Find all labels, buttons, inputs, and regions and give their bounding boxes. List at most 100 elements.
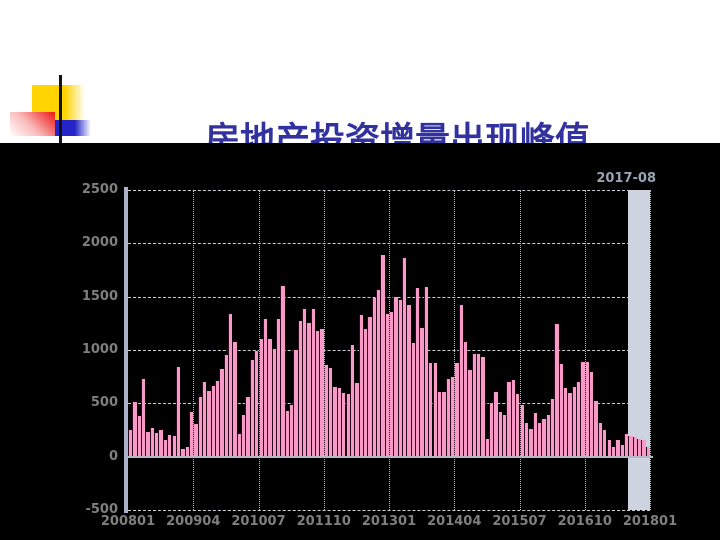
data-bar xyxy=(149,428,155,457)
data-bar xyxy=(558,363,563,457)
data-bar xyxy=(493,392,498,457)
data-bar xyxy=(619,444,624,457)
x-tick-label: 200904 xyxy=(166,514,221,529)
data-bar xyxy=(302,309,307,457)
chart-panel: 2500 2000 1500 1000 500 0 -500 200801 200904 201… xyxy=(0,143,720,540)
logo-red-square xyxy=(10,112,55,136)
data-bar xyxy=(128,430,133,457)
data-bar xyxy=(589,372,594,457)
data-bar xyxy=(632,437,637,457)
y-tick-label: 2000 xyxy=(81,235,118,251)
gridline-vertical xyxy=(584,190,586,510)
data-bar xyxy=(406,305,411,457)
data-bar xyxy=(297,321,302,457)
data-bar xyxy=(188,411,194,457)
data-bar xyxy=(393,296,398,457)
data-bar xyxy=(367,316,372,457)
x-tick-label: 201007 xyxy=(231,514,286,529)
data-bar xyxy=(210,386,215,457)
gridline-vertical xyxy=(323,190,325,510)
data-bar xyxy=(262,319,268,457)
data-bar xyxy=(254,351,259,457)
y-tick-label: 2500 xyxy=(81,182,118,197)
x-tick-label: 200801 xyxy=(100,514,156,529)
data-bar xyxy=(415,288,420,457)
gridline-vertical xyxy=(389,190,390,510)
data-bar xyxy=(476,354,481,457)
data-bar xyxy=(228,313,233,457)
data-bar xyxy=(206,390,211,457)
zero-axis-line xyxy=(128,455,653,458)
data-bar xyxy=(645,447,650,457)
data-bar xyxy=(136,415,142,457)
data-bar xyxy=(336,388,342,457)
data-bar xyxy=(462,342,468,457)
data-bar xyxy=(397,299,403,457)
data-bar xyxy=(441,391,446,457)
data-bar xyxy=(288,405,294,457)
gridline-vertical xyxy=(454,190,456,510)
data-bar xyxy=(215,380,220,457)
plot-area: 2017-08 xyxy=(128,171,656,511)
data-bar xyxy=(162,439,168,457)
data-bar xyxy=(245,396,250,457)
data-bar xyxy=(410,343,416,457)
data-bar xyxy=(241,415,246,457)
data-bar xyxy=(197,396,202,457)
data-bar xyxy=(545,414,550,457)
data-bar xyxy=(489,403,494,457)
data-bar xyxy=(141,378,146,457)
data-bar xyxy=(171,436,176,457)
data-bar xyxy=(523,423,529,457)
data-bar xyxy=(641,439,646,457)
data-bar xyxy=(349,344,355,457)
data-bar xyxy=(132,402,137,457)
data-bar xyxy=(345,394,350,457)
data-bar xyxy=(480,356,485,457)
data-bar xyxy=(280,286,285,457)
data-bar xyxy=(175,367,181,457)
data-bar xyxy=(458,305,463,457)
data-bar xyxy=(510,379,516,457)
data-bar xyxy=(402,258,407,457)
data-bar xyxy=(158,430,163,457)
data-bar xyxy=(571,387,577,457)
data-bar xyxy=(284,410,289,457)
x-tick-label: 201404 xyxy=(427,514,482,529)
data-bar xyxy=(180,448,185,457)
logo-blue-square xyxy=(55,120,91,136)
y-tick-label: 1500 xyxy=(81,288,118,304)
data-bar xyxy=(423,287,429,457)
data-bar xyxy=(484,439,490,457)
data-bar xyxy=(358,314,363,457)
data-bar xyxy=(615,439,620,457)
gridline-vertical xyxy=(258,190,260,510)
data-bar xyxy=(528,428,533,457)
data-bar xyxy=(549,399,555,457)
data-bar xyxy=(249,360,255,457)
gridline-vertical xyxy=(519,190,521,510)
data-bar xyxy=(628,436,633,457)
gridline-vertical xyxy=(650,190,651,510)
data-bar xyxy=(428,362,433,457)
y-tick-label: 500 xyxy=(90,395,118,411)
data-bar xyxy=(502,415,507,457)
data-bar xyxy=(341,392,346,457)
data-bar xyxy=(332,386,337,457)
gridline-horizontal xyxy=(128,510,650,511)
data-bar xyxy=(236,433,242,457)
data-bar xyxy=(606,439,611,457)
data-bar xyxy=(515,393,520,457)
data-bar xyxy=(602,430,607,457)
data-bar xyxy=(471,353,476,457)
data-bar xyxy=(145,432,150,457)
data-bar xyxy=(384,313,389,457)
data-bar xyxy=(636,438,642,457)
data-bar xyxy=(375,290,381,457)
data-bar xyxy=(536,423,542,457)
gridline-vertical xyxy=(193,190,195,510)
y-axis-line xyxy=(124,187,128,513)
y-tick-label: 1000 xyxy=(81,342,118,357)
data-bar xyxy=(271,348,276,457)
data-bar xyxy=(436,391,442,457)
